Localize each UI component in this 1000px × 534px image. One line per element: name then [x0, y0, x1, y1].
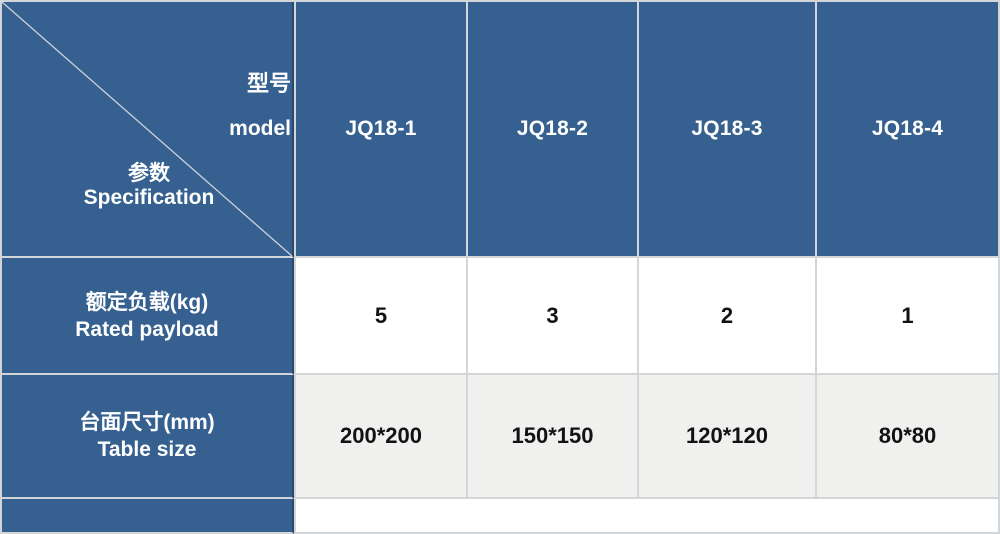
- spec-label-zh: 参数: [128, 162, 170, 185]
- model-label-en: model: [229, 117, 291, 140]
- column-header-jq18-3: JQ18-3: [639, 2, 817, 258]
- row-label-rated-payload: 额定负载(kg) Rated payload: [2, 258, 294, 375]
- corner-header-cell: 型号 model 参数 Specification: [2, 2, 294, 258]
- model-label-zh: 型号: [246, 71, 291, 96]
- value-cell: 1: [817, 258, 998, 375]
- value-cell: 2: [639, 258, 817, 375]
- corner-spec-label: 参数 Specification: [30, 162, 268, 210]
- column-header-jq18-1: JQ18-1: [294, 2, 468, 258]
- value-cell: 200*200: [294, 375, 468, 499]
- value-cell: 120*120: [639, 375, 817, 499]
- row-label-zh: 台面尺寸(mm): [79, 411, 215, 434]
- row-label-zh: 额定负载(kg): [85, 290, 209, 314]
- diagonal-divider-line: [2, 2, 292, 256]
- row-label-en: Rated payload: [75, 317, 219, 341]
- row-label-partial: [2, 499, 294, 534]
- value-cell: 3: [468, 258, 639, 375]
- row-label-en: Table size: [97, 438, 197, 461]
- column-header-jq18-4: JQ18-4: [817, 2, 998, 258]
- value-cell: 80*80: [817, 375, 998, 499]
- row-label-table-size: 台面尺寸(mm) Table size: [2, 375, 294, 499]
- spec-label-en: Specification: [83, 186, 215, 209]
- partial-row-cells: [294, 499, 998, 534]
- value-cell: 150*150: [468, 375, 639, 499]
- column-header-jq18-2: JQ18-2: [468, 2, 639, 258]
- corner-model-label: 型号 model: [229, 72, 291, 141]
- value-cell: 5: [294, 258, 468, 375]
